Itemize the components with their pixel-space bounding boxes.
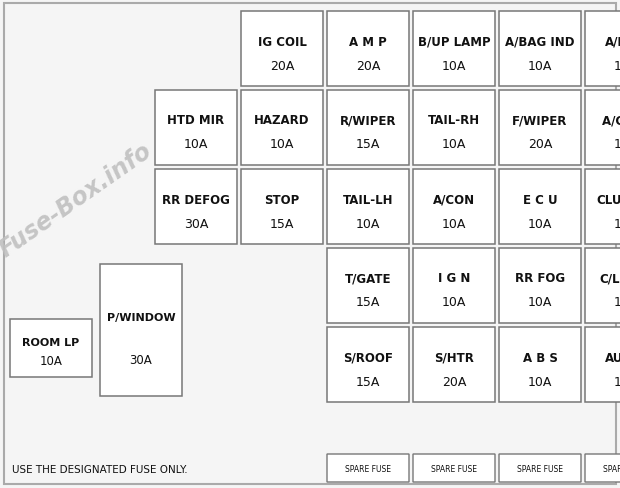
Text: SPARE FUSE: SPARE FUSE bbox=[431, 464, 477, 472]
Text: AUDIO: AUDIO bbox=[604, 351, 620, 364]
FancyBboxPatch shape bbox=[327, 327, 409, 402]
Text: 15A: 15A bbox=[356, 375, 380, 387]
Text: F/WIPER: F/WIPER bbox=[512, 114, 568, 127]
Text: 10A: 10A bbox=[270, 138, 294, 151]
Text: C/LIGHT: C/LIGHT bbox=[600, 272, 620, 285]
Text: HAZARD: HAZARD bbox=[254, 114, 310, 127]
Text: SPARE FUSE: SPARE FUSE bbox=[603, 464, 620, 472]
FancyBboxPatch shape bbox=[413, 248, 495, 324]
FancyBboxPatch shape bbox=[585, 248, 620, 324]
FancyBboxPatch shape bbox=[327, 454, 409, 482]
FancyBboxPatch shape bbox=[585, 91, 620, 165]
Text: RR FOG: RR FOG bbox=[515, 272, 565, 285]
Text: 15A: 15A bbox=[270, 217, 294, 230]
Text: 20A: 20A bbox=[442, 375, 466, 387]
FancyBboxPatch shape bbox=[585, 12, 620, 87]
Text: S/HTR: S/HTR bbox=[434, 351, 474, 364]
FancyBboxPatch shape bbox=[413, 170, 495, 244]
FancyBboxPatch shape bbox=[413, 12, 495, 87]
FancyBboxPatch shape bbox=[155, 170, 237, 244]
Text: A/CON: A/CON bbox=[433, 193, 475, 206]
FancyBboxPatch shape bbox=[241, 12, 323, 87]
Text: SPARE FUSE: SPARE FUSE bbox=[517, 464, 563, 472]
FancyBboxPatch shape bbox=[413, 327, 495, 402]
Text: 10A: 10A bbox=[614, 138, 620, 151]
Text: 10A: 10A bbox=[528, 296, 552, 309]
Text: 15A: 15A bbox=[614, 296, 620, 309]
FancyBboxPatch shape bbox=[499, 454, 581, 482]
FancyBboxPatch shape bbox=[499, 91, 581, 165]
Text: 10A: 10A bbox=[614, 375, 620, 387]
FancyBboxPatch shape bbox=[499, 248, 581, 324]
Text: 20A: 20A bbox=[528, 138, 552, 151]
Text: TAIL-RH: TAIL-RH bbox=[428, 114, 480, 127]
Text: 15A: 15A bbox=[356, 296, 380, 309]
Text: 10A: 10A bbox=[40, 355, 63, 367]
FancyBboxPatch shape bbox=[585, 454, 620, 482]
FancyBboxPatch shape bbox=[499, 170, 581, 244]
Text: A M P: A M P bbox=[349, 36, 387, 48]
FancyBboxPatch shape bbox=[327, 248, 409, 324]
Text: 10A: 10A bbox=[528, 375, 552, 387]
Text: 10A: 10A bbox=[528, 217, 552, 230]
Text: 10A: 10A bbox=[442, 60, 466, 72]
FancyBboxPatch shape bbox=[585, 170, 620, 244]
Text: 20A: 20A bbox=[270, 60, 294, 72]
Text: 10A: 10A bbox=[184, 138, 208, 151]
Text: I G N: I G N bbox=[438, 272, 470, 285]
Text: 15A: 15A bbox=[356, 138, 380, 151]
FancyBboxPatch shape bbox=[413, 454, 495, 482]
FancyBboxPatch shape bbox=[413, 91, 495, 165]
Text: TAIL-LH: TAIL-LH bbox=[343, 193, 393, 206]
FancyBboxPatch shape bbox=[327, 12, 409, 87]
Text: 15A: 15A bbox=[614, 60, 620, 72]
Text: 30A: 30A bbox=[130, 353, 153, 366]
Text: 10A: 10A bbox=[528, 60, 552, 72]
Text: A B S: A B S bbox=[523, 351, 557, 364]
Text: CLUSTER: CLUSTER bbox=[596, 193, 620, 206]
Text: 30A: 30A bbox=[184, 217, 208, 230]
Text: USE THE DESIGNATED FUSE ONLY.: USE THE DESIGNATED FUSE ONLY. bbox=[12, 464, 188, 474]
FancyBboxPatch shape bbox=[100, 264, 182, 396]
Text: A/BAG: A/BAG bbox=[605, 36, 620, 48]
Text: S/ROOF: S/ROOF bbox=[343, 351, 393, 364]
Text: 20A: 20A bbox=[356, 60, 380, 72]
Text: 10A: 10A bbox=[442, 138, 466, 151]
Text: SPARE FUSE: SPARE FUSE bbox=[345, 464, 391, 472]
Text: ROOM LP: ROOM LP bbox=[22, 338, 79, 347]
Text: STOP: STOP bbox=[264, 193, 299, 206]
Text: 10A: 10A bbox=[356, 217, 380, 230]
Text: 10A: 10A bbox=[614, 217, 620, 230]
FancyBboxPatch shape bbox=[241, 170, 323, 244]
Text: 10A: 10A bbox=[442, 296, 466, 309]
Text: HTD MIR: HTD MIR bbox=[167, 114, 224, 127]
FancyBboxPatch shape bbox=[241, 91, 323, 165]
FancyBboxPatch shape bbox=[499, 12, 581, 87]
Text: P/WINDOW: P/WINDOW bbox=[107, 312, 175, 322]
Text: A/BAG IND: A/BAG IND bbox=[505, 36, 575, 48]
Text: B/UP LAMP: B/UP LAMP bbox=[418, 36, 490, 48]
Text: A/C SW: A/C SW bbox=[602, 114, 620, 127]
Text: Fuse-Box.info: Fuse-Box.info bbox=[0, 138, 156, 261]
FancyBboxPatch shape bbox=[327, 170, 409, 244]
Text: 10A: 10A bbox=[442, 217, 466, 230]
Text: E C U: E C U bbox=[523, 193, 557, 206]
FancyBboxPatch shape bbox=[585, 327, 620, 402]
FancyBboxPatch shape bbox=[10, 319, 92, 377]
FancyBboxPatch shape bbox=[327, 91, 409, 165]
Text: IG COIL: IG COIL bbox=[257, 36, 306, 48]
FancyBboxPatch shape bbox=[499, 327, 581, 402]
FancyBboxPatch shape bbox=[155, 91, 237, 165]
Text: T/GATE: T/GATE bbox=[345, 272, 391, 285]
Text: RR DEFOG: RR DEFOG bbox=[162, 193, 230, 206]
Text: R/WIPER: R/WIPER bbox=[340, 114, 396, 127]
